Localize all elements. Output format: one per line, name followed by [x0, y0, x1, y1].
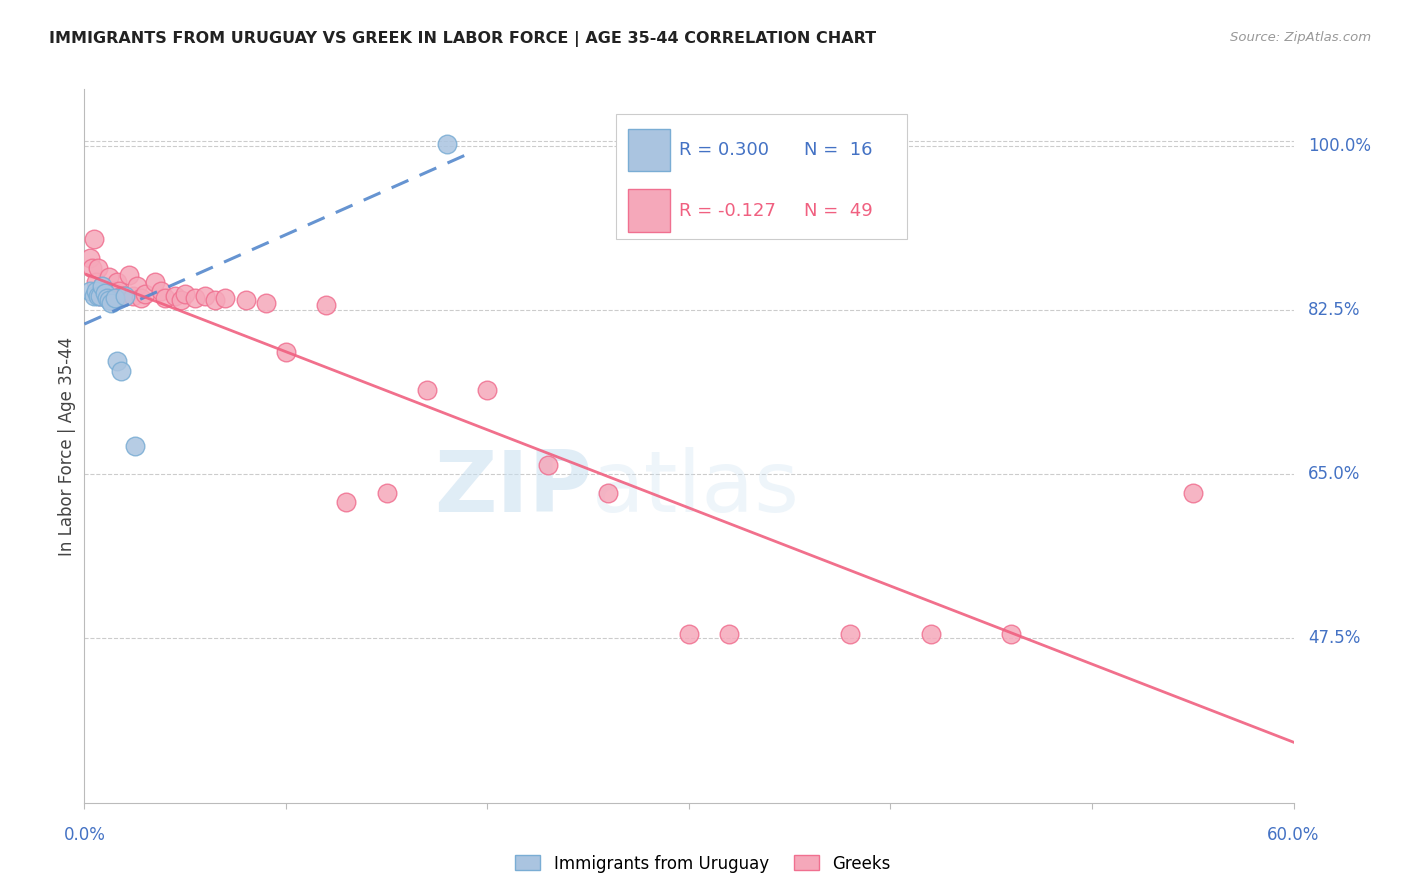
Point	[118, 268, 141, 282]
Point	[124, 439, 146, 453]
Legend: Immigrants from Uruguay, Greeks: Immigrants from Uruguay, Greeks	[509, 848, 897, 880]
Point	[111, 289, 134, 303]
Point	[214, 291, 236, 305]
Point	[110, 289, 132, 303]
Text: IMMIGRANTS FROM URUGUAY VS GREEK IN LABOR FORCE | AGE 35-44 CORRELATION CHART: IMMIGRANTS FROM URUGUAY VS GREEK IN LABO…	[49, 31, 876, 47]
Text: N =  16: N = 16	[804, 141, 872, 159]
Point	[129, 291, 152, 305]
Point	[114, 289, 136, 303]
Point	[194, 289, 217, 303]
Point	[86, 275, 108, 289]
Point	[100, 296, 122, 310]
Text: ZIP: ZIP	[434, 447, 592, 531]
Point	[93, 285, 115, 300]
Y-axis label: In Labor Force | Age 35-44: In Labor Force | Age 35-44	[58, 336, 76, 556]
Point	[79, 284, 101, 298]
Point	[114, 289, 136, 303]
Text: 100.0%: 100.0%	[1308, 136, 1371, 154]
Point	[121, 289, 143, 303]
Text: 60.0%: 60.0%	[1267, 826, 1320, 844]
Text: N =  49: N = 49	[804, 202, 873, 219]
FancyBboxPatch shape	[628, 189, 669, 232]
Point	[149, 284, 172, 298]
Point	[678, 627, 700, 641]
Text: R = -0.127: R = -0.127	[679, 202, 776, 219]
FancyBboxPatch shape	[616, 114, 907, 239]
Text: Source: ZipAtlas.com: Source: ZipAtlas.com	[1230, 31, 1371, 45]
Point	[86, 284, 108, 298]
Point	[335, 495, 357, 509]
Text: R = 0.300: R = 0.300	[679, 141, 769, 159]
Point	[598, 486, 620, 500]
Point	[93, 289, 115, 303]
Text: 47.5%: 47.5%	[1308, 630, 1361, 648]
Point	[204, 293, 226, 307]
Point	[416, 383, 439, 397]
Point	[83, 232, 105, 246]
Text: atlas: atlas	[592, 447, 800, 531]
Point	[477, 383, 499, 397]
Point	[143, 275, 166, 289]
Point	[274, 345, 297, 359]
Point	[134, 286, 156, 301]
Point	[91, 279, 114, 293]
Point	[104, 291, 127, 305]
Point	[254, 296, 277, 310]
Point	[107, 284, 129, 298]
Point	[97, 270, 120, 285]
Point	[101, 284, 124, 298]
Point	[375, 486, 398, 500]
Point	[83, 289, 105, 303]
Point	[1181, 486, 1204, 500]
Text: 0.0%: 0.0%	[63, 826, 105, 844]
Point	[89, 289, 111, 303]
Point	[105, 354, 128, 368]
Point	[184, 291, 207, 305]
Point	[718, 627, 741, 641]
Point	[839, 627, 862, 641]
Point	[100, 289, 122, 303]
Point	[97, 293, 120, 307]
Point	[920, 627, 942, 641]
Point	[96, 291, 118, 305]
Point	[110, 364, 132, 378]
Point	[537, 458, 560, 472]
Point	[170, 293, 193, 308]
Point	[153, 291, 176, 305]
Point	[82, 260, 104, 275]
Point	[87, 289, 110, 303]
Point	[125, 279, 148, 293]
Point	[174, 286, 197, 301]
Text: 82.5%: 82.5%	[1308, 301, 1361, 318]
Point	[235, 293, 257, 308]
Point	[91, 279, 114, 293]
Point	[96, 284, 118, 298]
Point	[1000, 627, 1022, 641]
Point	[165, 289, 187, 303]
Point	[105, 275, 128, 289]
Point	[79, 251, 101, 265]
Text: 65.0%: 65.0%	[1308, 465, 1361, 483]
Point	[436, 136, 458, 151]
Point	[315, 298, 337, 312]
Point	[89, 289, 111, 303]
Point	[87, 260, 110, 275]
FancyBboxPatch shape	[628, 128, 669, 171]
Point	[104, 289, 127, 303]
